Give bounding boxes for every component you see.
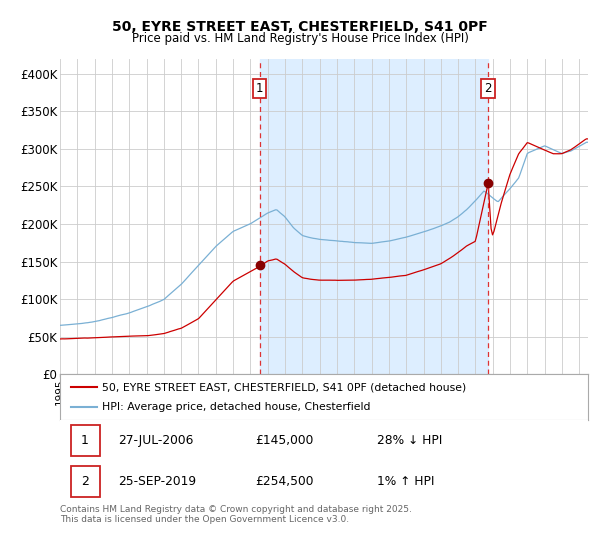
Text: Contains HM Land Registry data © Crown copyright and database right 2025.
This d: Contains HM Land Registry data © Crown c…	[60, 505, 412, 524]
Text: HPI: Average price, detached house, Chesterfield: HPI: Average price, detached house, Ches…	[102, 402, 371, 412]
Text: 2: 2	[81, 475, 89, 488]
Text: £145,000: £145,000	[256, 434, 314, 447]
Text: 50, EYRE STREET EAST, CHESTERFIELD, S41 0PF (detached house): 50, EYRE STREET EAST, CHESTERFIELD, S41 …	[102, 382, 466, 392]
Text: 25-SEP-2019: 25-SEP-2019	[118, 475, 196, 488]
Text: £254,500: £254,500	[256, 475, 314, 488]
Text: 2: 2	[484, 82, 492, 95]
Text: 28% ↓ HPI: 28% ↓ HPI	[377, 434, 442, 447]
Bar	[260, 59, 488, 374]
Text: 1: 1	[81, 434, 89, 447]
Text: Price paid vs. HM Land Registry's House Price Index (HPI): Price paid vs. HM Land Registry's House …	[131, 32, 469, 45]
FancyBboxPatch shape	[71, 466, 100, 497]
Text: 50, EYRE STREET EAST, CHESTERFIELD, S41 0PF: 50, EYRE STREET EAST, CHESTERFIELD, S41 …	[112, 20, 488, 34]
FancyBboxPatch shape	[71, 425, 100, 456]
Text: 27-JUL-2006: 27-JUL-2006	[118, 434, 193, 447]
Text: 1: 1	[256, 82, 263, 95]
Text: 1% ↑ HPI: 1% ↑ HPI	[377, 475, 434, 488]
